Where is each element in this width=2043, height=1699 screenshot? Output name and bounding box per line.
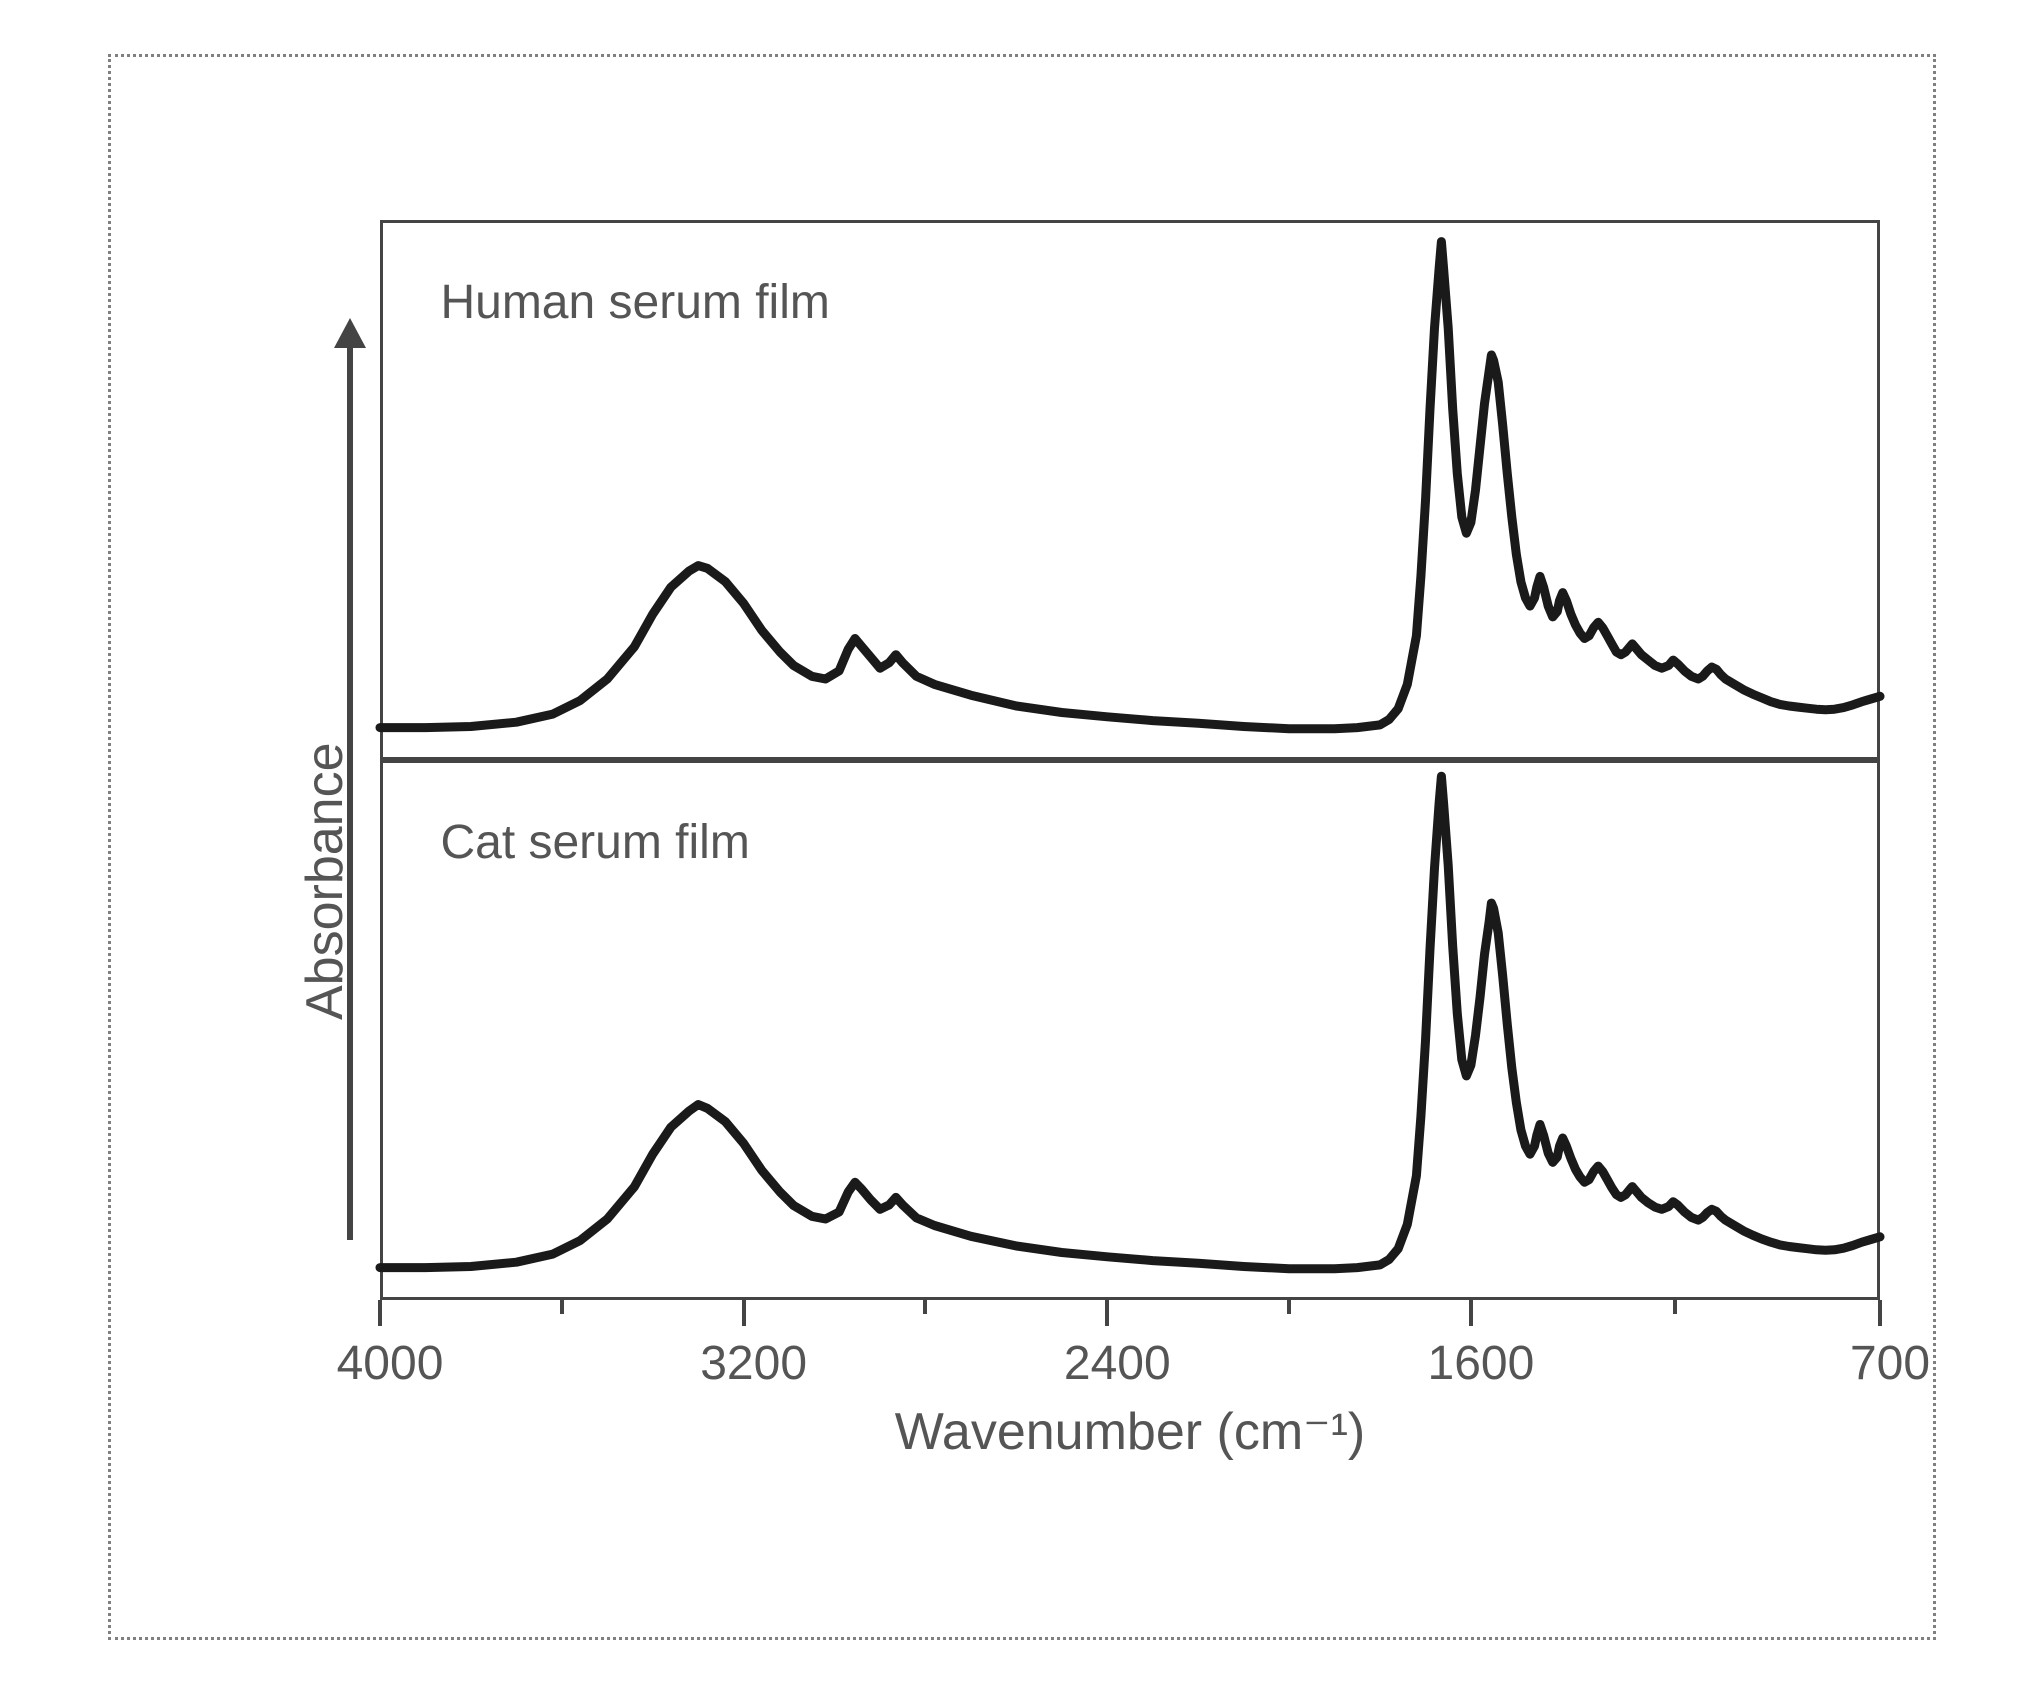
spectra-svg <box>0 0 2043 1699</box>
panel-label-0: Human serum film <box>440 275 829 330</box>
panel-label-1: Cat serum film <box>440 815 749 870</box>
